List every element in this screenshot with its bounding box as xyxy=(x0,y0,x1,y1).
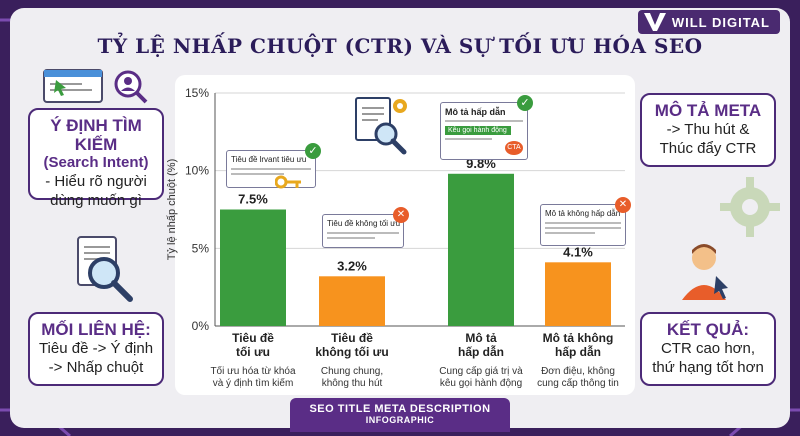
x-tick-label: Mô tả không xyxy=(543,331,614,345)
category-description: Cung cấp giá trị và xyxy=(439,365,523,377)
snippet-compelling-meta-title: Mô tả hấp dẫn xyxy=(445,107,506,117)
footer-banner: SEO TITLE META DESCRIPTION INFOGRAPHIC xyxy=(290,398,510,432)
relation-card: MỐI LIÊN HỆ: Tiêu đề -> Ý định -> Nhấp c… xyxy=(28,312,164,386)
x-mark-icon: ✕ xyxy=(393,207,409,223)
x-tick-label: Tiêu đề xyxy=(331,331,373,345)
category-description: kêu gọi hành động xyxy=(440,378,522,389)
meta-heading: MÔ TẢ META xyxy=(654,101,762,120)
will-digital-logo-icon xyxy=(643,13,666,31)
data-label: 3.2% xyxy=(337,258,367,273)
relation-heading: MỐI LIÊN HỆ: xyxy=(41,320,151,339)
meta-text-2: Thúc đẩy CTR xyxy=(659,140,757,157)
bar xyxy=(545,262,611,326)
bar xyxy=(319,276,385,326)
footer-line-2: INFOGRAPHIC xyxy=(365,415,435,425)
gear-icon xyxy=(715,172,785,242)
magnifier-document-icon xyxy=(70,235,140,305)
check-icon: ✓ xyxy=(517,95,533,111)
search-intent-text-2: dùng muốn gì xyxy=(50,192,142,209)
x-tick-label: tối ưu xyxy=(236,345,270,359)
y-axis-title: Tỷ lệ nhấp chuột (%) xyxy=(166,159,178,261)
y-tick-label: 15% xyxy=(185,86,209,100)
cta-badge: CTA xyxy=(505,141,523,155)
snippet-cta-label: Kêu gọi hành động xyxy=(445,126,511,135)
brand-logo: WILL DIGITAL xyxy=(637,10,780,34)
document-gear-icon xyxy=(352,94,414,156)
bar xyxy=(448,173,514,326)
search-intent-card: Ý ĐỊNH TÌM KIẾM (Search Intent) - Hiểu r… xyxy=(28,108,164,209)
bar xyxy=(220,209,286,326)
snippet-optimized-title-text: Tiêu đề lrvant tiêu ưu xyxy=(231,155,307,164)
meta-text-1: -> Thu hút & xyxy=(666,121,750,138)
search-intent-subheading: (Search Intent) xyxy=(43,154,149,171)
result-heading: KẾT QUẢ: xyxy=(666,320,750,339)
x-tick-label: Tiêu đề xyxy=(232,331,274,345)
search-intent-heading: Ý ĐỊNH TÌM KIẾM xyxy=(50,116,142,154)
x-tick-label: hấp dẫn xyxy=(555,344,601,359)
snippet-dull-meta: Mô tả không hấp dẫn ✕ xyxy=(540,197,631,246)
x-mark-icon: ✕ xyxy=(615,197,631,213)
x-tick-label: hấp dẫn xyxy=(458,344,504,359)
result-card: KẾT QUẢ: CTR cao hơn, thứ hạng tốt hơn xyxy=(640,312,776,386)
category-description: Đơn điệu, không xyxy=(541,366,615,377)
footer-line-1: SEO TITLE META DESCRIPTION xyxy=(309,403,491,415)
key-icon xyxy=(274,172,303,192)
meta-card: MÔ TẢ META -> Thu hút & Thúc đẩy CTR xyxy=(640,93,776,167)
x-tick-label: không tối ưu xyxy=(315,345,388,359)
category-description: không thu hút xyxy=(322,378,383,389)
category-description: và ý định tìm kiếm xyxy=(213,377,294,389)
brand-name: WILL DIGITAL xyxy=(671,14,770,30)
category-description: Tối ưu hóa từ khóa xyxy=(210,365,296,377)
check-icon: ✓ xyxy=(305,143,321,159)
person-result-icon xyxy=(676,240,736,300)
search-intent-text-1: - Hiểu rõ người xyxy=(45,173,147,190)
category-description: cung cấp thông tin xyxy=(537,377,619,389)
x-tick-label: Mô tả xyxy=(465,331,497,345)
snippet-dull-meta-text: Mô tả không hấp dẫn xyxy=(545,209,621,218)
relation-text-2: -> Nhấp chuột xyxy=(48,359,144,376)
y-tick-label: 10% xyxy=(185,164,209,178)
result-text-2: thứ hạng tốt hơn xyxy=(652,359,764,376)
result-text-1: CTR cao hơn, xyxy=(660,340,756,357)
page-title: TỶ LỆ NHẤP CHUỘT (CTR) VÀ SỰ TỐI ƯU HÓA … xyxy=(97,34,703,58)
y-tick-label: 5% xyxy=(192,241,210,255)
y-tick-label: 0% xyxy=(192,319,210,333)
data-label: 7.5% xyxy=(238,192,268,207)
search-intent-icon xyxy=(42,66,152,106)
category-description: Chung chung, xyxy=(321,366,383,377)
data-label: 4.1% xyxy=(563,244,593,259)
snippet-unoptimized-title-text: Tiêu đề không tối ưu xyxy=(327,219,401,228)
snippet-compelling-meta: Mô tả hấp dẫn Kêu gọi hành động CTA ✓ xyxy=(440,95,533,160)
relation-text-1: Tiêu đề -> Ý định xyxy=(38,340,154,357)
snippet-unoptimized-title: Tiêu đề không tối ưu ✕ xyxy=(322,207,409,248)
